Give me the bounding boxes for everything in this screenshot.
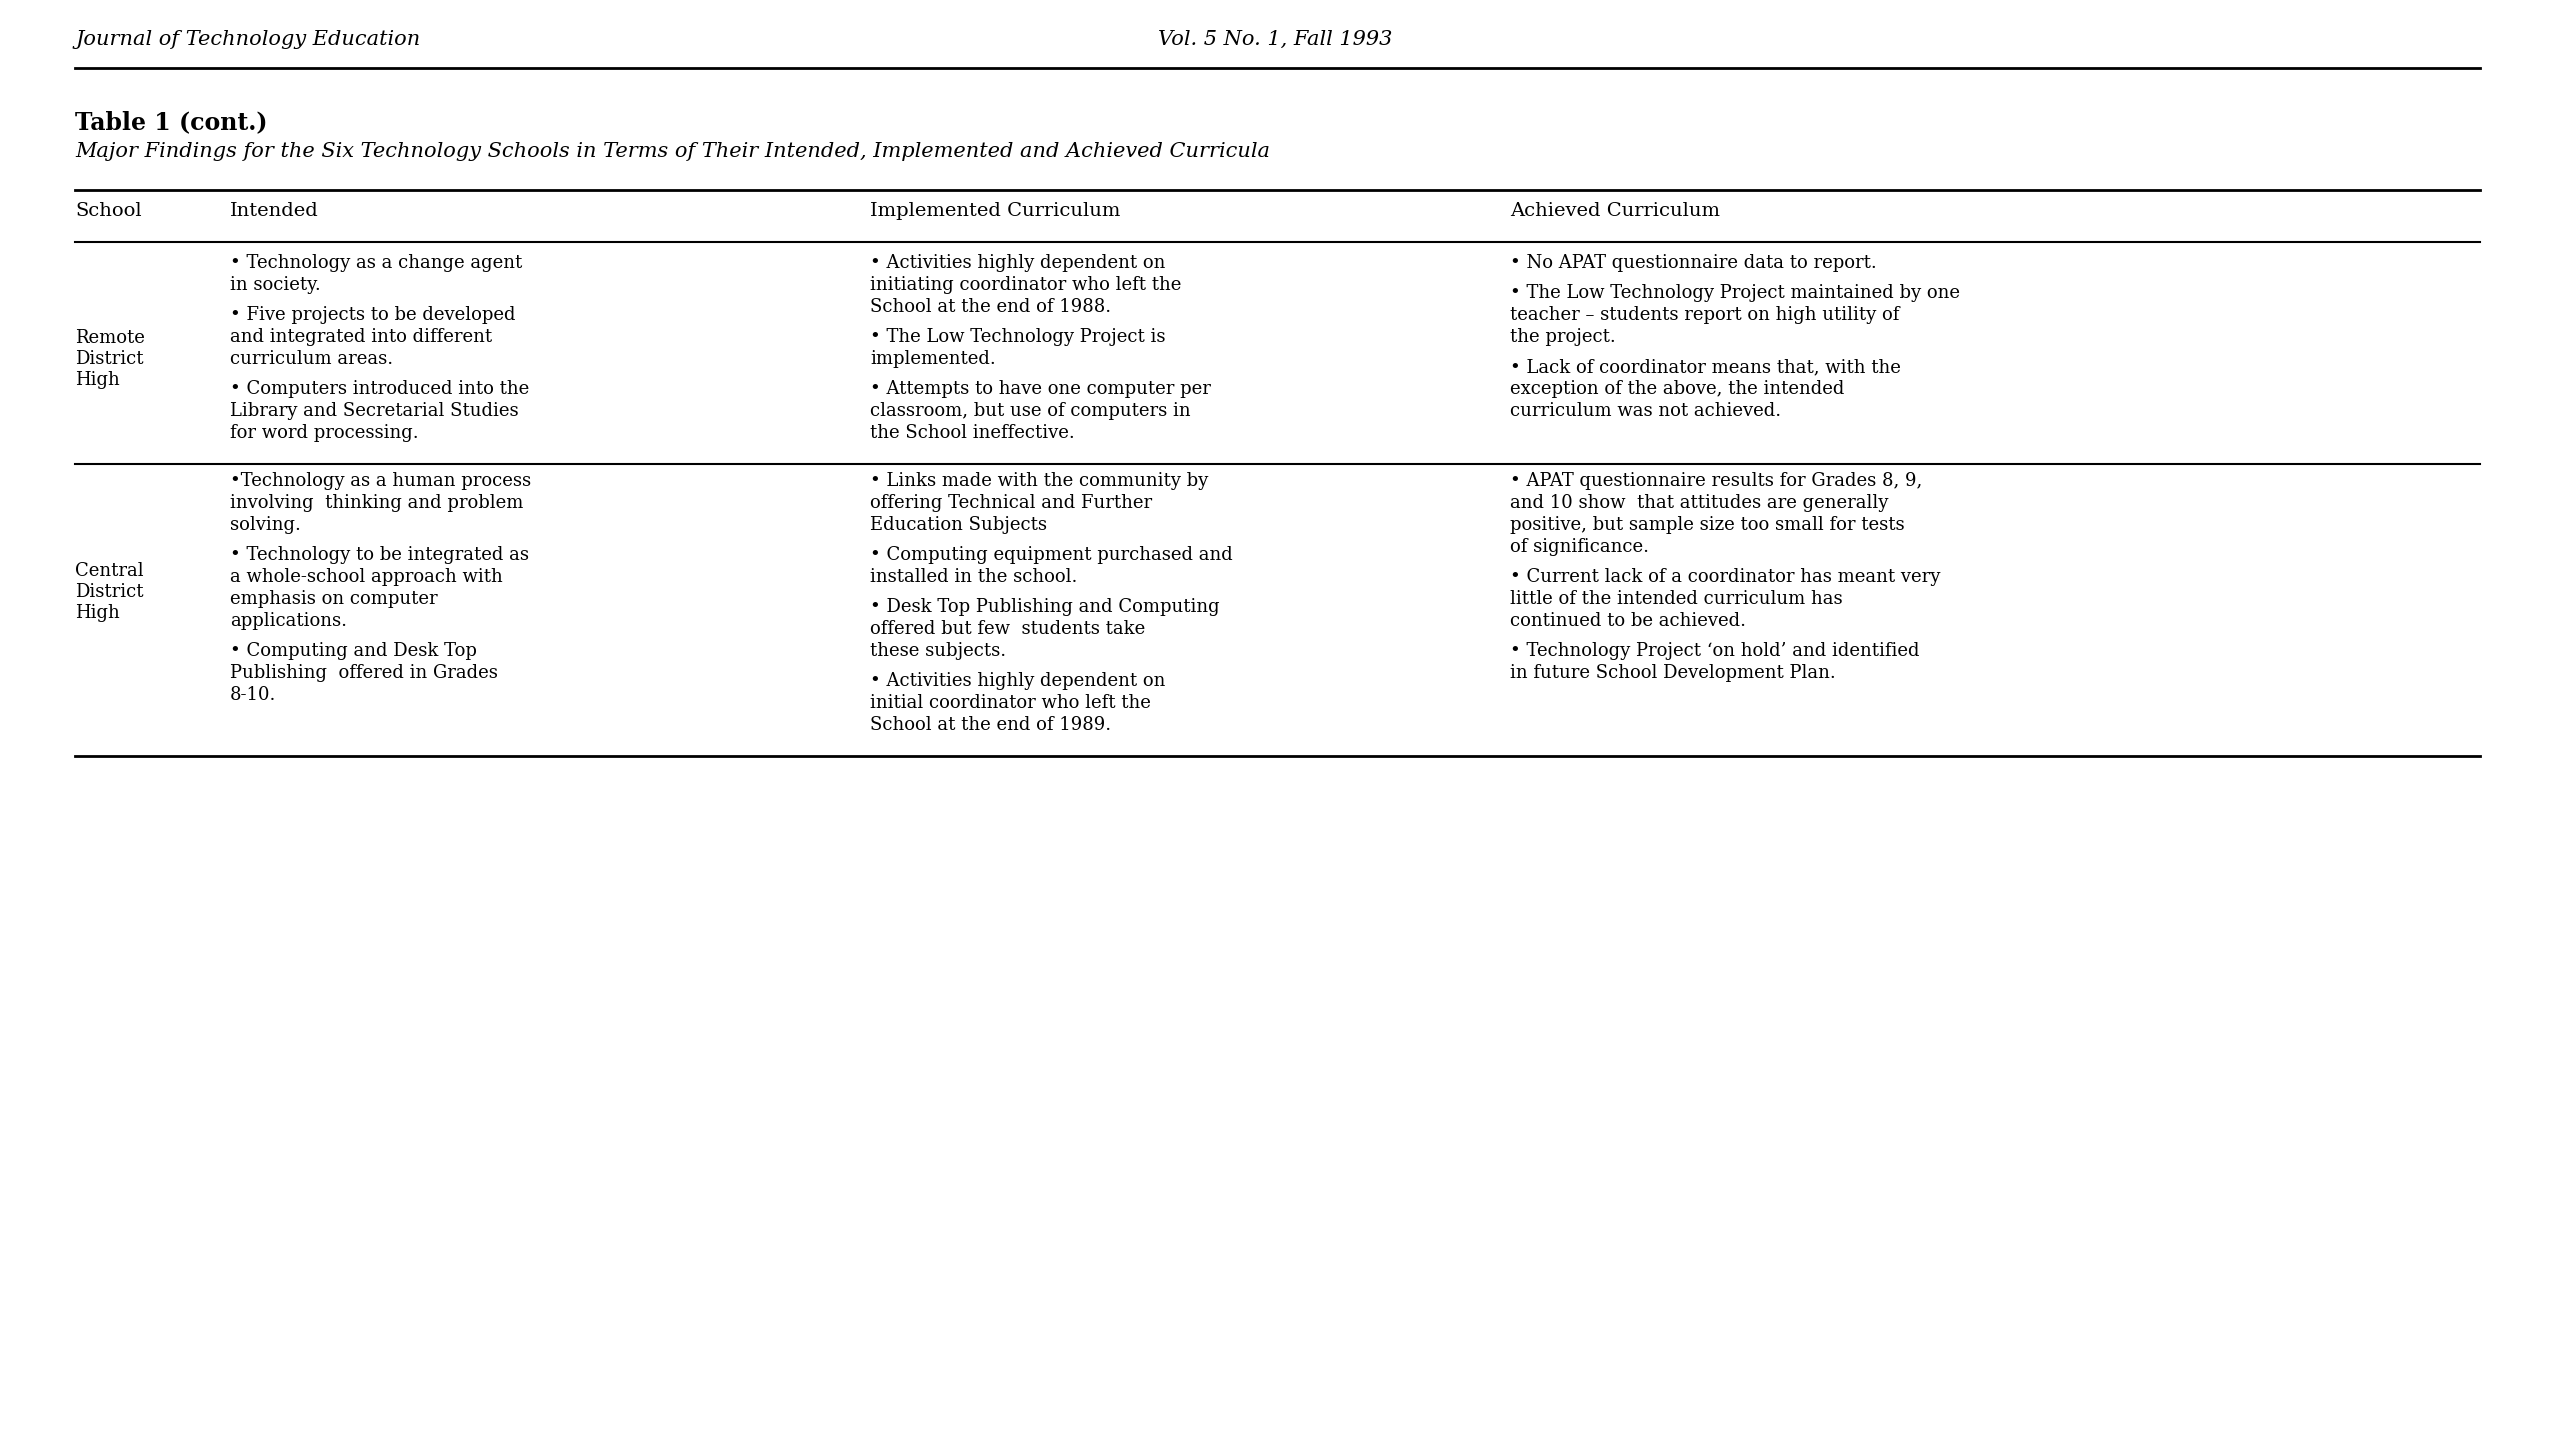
- Text: classroom, but use of computers in: classroom, but use of computers in: [870, 403, 1191, 420]
- Text: 8-10.: 8-10.: [230, 686, 275, 704]
- Text: implemented.: implemented.: [870, 350, 994, 368]
- Text: positive, but sample size too small for tests: positive, but sample size too small for …: [1510, 515, 1905, 534]
- Text: Education Subjects: Education Subjects: [870, 515, 1048, 534]
- Text: • Activities highly dependent on: • Activities highly dependent on: [870, 672, 1165, 691]
- Text: • Five projects to be developed: • Five projects to be developed: [230, 306, 515, 324]
- Text: and integrated into different: and integrated into different: [230, 329, 492, 346]
- Text: • Computing equipment purchased and: • Computing equipment purchased and: [870, 546, 1232, 565]
- Text: Implemented Curriculum: Implemented Curriculum: [870, 203, 1119, 220]
- Text: in society.: in society.: [230, 277, 321, 294]
- Text: • Computers introduced into the: • Computers introduced into the: [230, 379, 530, 398]
- Text: • Attempts to have one computer per: • Attempts to have one computer per: [870, 379, 1211, 398]
- Text: emphasis on computer: emphasis on computer: [230, 589, 439, 608]
- Text: applications.: applications.: [230, 613, 347, 630]
- Text: • No APAT questionnaire data to report.: • No APAT questionnaire data to report.: [1510, 253, 1877, 272]
- Text: the project.: the project.: [1510, 329, 1617, 346]
- Text: curriculum areas.: curriculum areas.: [230, 350, 393, 368]
- Text: • APAT questionnaire results for Grades 8, 9,: • APAT questionnaire results for Grades …: [1510, 472, 1923, 489]
- Text: Intended: Intended: [230, 203, 319, 220]
- Text: for word processing.: for word processing.: [230, 424, 418, 442]
- Text: • Desk Top Publishing and Computing: • Desk Top Publishing and Computing: [870, 598, 1219, 615]
- Text: School at the end of 1989.: School at the end of 1989.: [870, 715, 1112, 734]
- Text: • Technology Project ‘on hold’ and identified: • Technology Project ‘on hold’ and ident…: [1510, 641, 1920, 660]
- Text: initial coordinator who left the: initial coordinator who left the: [870, 694, 1150, 712]
- Text: Achieved Curriculum: Achieved Curriculum: [1510, 203, 1721, 220]
- Text: • Technology to be integrated as: • Technology to be integrated as: [230, 546, 528, 565]
- Text: • The Low Technology Project maintained by one: • The Low Technology Project maintained …: [1510, 284, 1961, 303]
- Text: the School ineffective.: the School ineffective.: [870, 424, 1074, 442]
- Text: • Computing and Desk Top: • Computing and Desk Top: [230, 641, 477, 660]
- Text: Publishing  offered in Grades: Publishing offered in Grades: [230, 665, 497, 682]
- Text: Remote
District
High: Remote District High: [74, 329, 145, 388]
- Text: Major Findings for the Six Technology Schools in Terms of Their Intended, Implem: Major Findings for the Six Technology Sc…: [74, 142, 1270, 161]
- Text: School: School: [74, 203, 143, 220]
- Text: initiating coordinator who left the: initiating coordinator who left the: [870, 277, 1181, 294]
- Text: of significance.: of significance.: [1510, 539, 1650, 556]
- Text: teacher – students report on high utility of: teacher – students report on high utilit…: [1510, 306, 1900, 324]
- Text: • Current lack of a coordinator has meant very: • Current lack of a coordinator has mean…: [1510, 568, 1941, 586]
- Text: School at the end of 1988.: School at the end of 1988.: [870, 298, 1112, 316]
- Text: • The Low Technology Project is: • The Low Technology Project is: [870, 329, 1165, 346]
- Text: exception of the above, the intended: exception of the above, the intended: [1510, 379, 1844, 398]
- Text: curriculum was not achieved.: curriculum was not achieved.: [1510, 403, 1780, 420]
- Text: installed in the school.: installed in the school.: [870, 568, 1076, 586]
- Text: • Technology as a change agent: • Technology as a change agent: [230, 253, 523, 272]
- Text: Journal of Technology Education: Journal of Technology Education: [74, 30, 421, 49]
- Text: • Links made with the community by: • Links made with the community by: [870, 472, 1209, 489]
- Text: Central
District
High: Central District High: [74, 562, 143, 621]
- Text: in future School Development Plan.: in future School Development Plan.: [1510, 665, 1836, 682]
- Text: little of the intended curriculum has: little of the intended curriculum has: [1510, 589, 1844, 608]
- Text: • Activities highly dependent on: • Activities highly dependent on: [870, 253, 1165, 272]
- Text: involving  thinking and problem: involving thinking and problem: [230, 494, 523, 513]
- Text: Library and Secretarial Studies: Library and Secretarial Studies: [230, 403, 518, 420]
- Text: offering Technical and Further: offering Technical and Further: [870, 494, 1153, 513]
- Text: • Lack of coordinator means that, with the: • Lack of coordinator means that, with t…: [1510, 358, 1900, 376]
- Text: these subjects.: these subjects.: [870, 641, 1007, 660]
- Text: solving.: solving.: [230, 515, 301, 534]
- Text: a whole-school approach with: a whole-school approach with: [230, 568, 502, 586]
- Text: •Technology as a human process: •Technology as a human process: [230, 472, 530, 489]
- Text: offered but few  students take: offered but few students take: [870, 620, 1145, 639]
- Text: Table 1 (cont.): Table 1 (cont.): [74, 110, 268, 135]
- Text: Vol. 5 No. 1, Fall 1993: Vol. 5 No. 1, Fall 1993: [1158, 30, 1392, 49]
- Text: and 10 show  that attitudes are generally: and 10 show that attitudes are generally: [1510, 494, 1890, 513]
- Text: continued to be achieved.: continued to be achieved.: [1510, 613, 1747, 630]
